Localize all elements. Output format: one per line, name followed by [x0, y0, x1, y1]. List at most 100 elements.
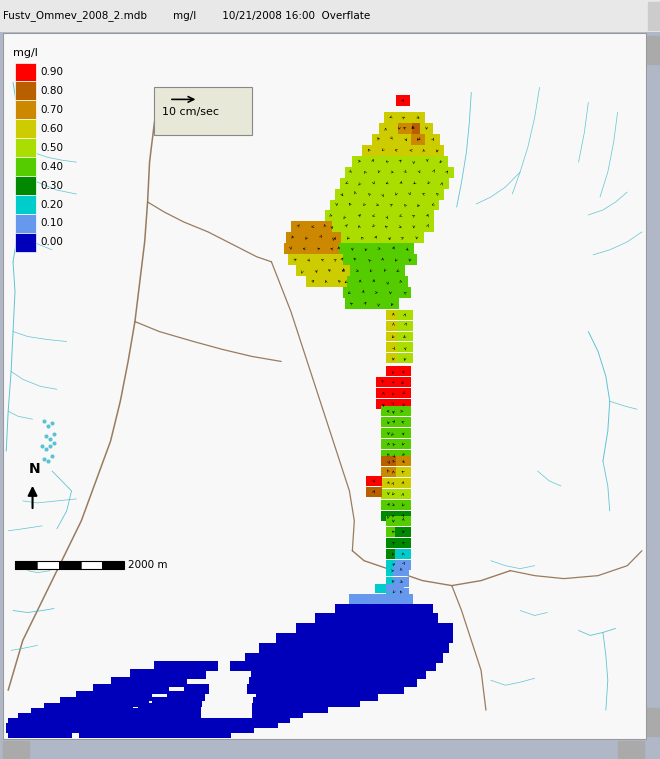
Bar	[108, 703, 120, 713]
Bar	[163, 708, 176, 718]
Bar	[241, 723, 254, 733]
Bar	[325, 677, 338, 687]
Bar	[393, 222, 407, 232]
Bar	[391, 684, 404, 694]
Bar	[150, 713, 163, 723]
Bar	[385, 577, 401, 587]
Bar	[15, 176, 36, 195]
Bar	[376, 677, 389, 687]
Bar	[15, 214, 36, 233]
Bar	[218, 728, 232, 738]
Bar	[189, 718, 202, 728]
Bar	[143, 669, 155, 679]
Bar	[337, 266, 350, 276]
Bar	[161, 677, 174, 687]
Bar	[372, 653, 385, 663]
Bar	[329, 698, 342, 707]
Bar	[344, 200, 357, 210]
Bar	[265, 708, 277, 718]
Bar	[177, 718, 189, 728]
Bar	[281, 691, 294, 701]
Bar	[56, 708, 69, 718]
Bar	[206, 728, 218, 738]
Bar	[15, 561, 124, 568]
Bar	[44, 708, 56, 718]
Bar	[647, 708, 659, 736]
Bar	[397, 342, 412, 352]
Bar	[361, 684, 374, 694]
Bar	[127, 691, 140, 701]
Bar	[249, 677, 261, 687]
Bar	[178, 723, 191, 733]
Bar	[288, 254, 302, 266]
Bar	[420, 156, 434, 167]
Bar	[416, 145, 430, 156]
Bar	[127, 723, 140, 733]
Bar	[395, 559, 411, 570]
Bar	[265, 703, 277, 713]
Bar	[95, 703, 108, 713]
Bar	[30, 708, 44, 718]
Bar	[269, 691, 281, 701]
Bar	[408, 178, 422, 188]
Bar	[385, 489, 401, 499]
Bar	[79, 728, 92, 738]
Bar	[298, 244, 312, 254]
Bar	[92, 728, 105, 738]
Bar	[34, 728, 46, 738]
Bar	[385, 511, 401, 521]
Bar	[381, 439, 396, 449]
Bar	[353, 613, 366, 623]
Bar	[391, 677, 404, 687]
Bar	[385, 587, 401, 597]
Bar	[289, 634, 302, 644]
Bar	[255, 661, 267, 671]
Bar	[94, 713, 107, 723]
Bar	[400, 594, 412, 603]
Bar	[143, 728, 155, 738]
Bar	[98, 698, 110, 707]
Bar	[376, 389, 391, 398]
Bar	[296, 653, 308, 663]
Bar	[362, 254, 376, 266]
Bar	[139, 718, 152, 728]
Bar	[407, 156, 420, 167]
Bar	[304, 222, 318, 232]
Bar	[310, 644, 322, 653]
Text: 2000 m: 2000 m	[128, 559, 168, 570]
Bar	[403, 188, 416, 200]
Bar	[165, 723, 178, 733]
Bar	[391, 613, 404, 623]
Bar	[329, 254, 343, 266]
Bar	[193, 661, 205, 671]
Bar	[385, 565, 401, 575]
Bar	[365, 634, 378, 644]
Bar	[424, 661, 436, 671]
Bar	[114, 723, 127, 733]
Bar	[344, 661, 356, 671]
Bar	[403, 145, 416, 156]
Bar	[110, 698, 123, 707]
Bar	[126, 718, 139, 728]
Bar	[15, 195, 36, 214]
Bar	[304, 698, 316, 707]
Bar	[15, 81, 36, 100]
Bar	[365, 669, 378, 679]
Bar	[365, 691, 378, 701]
Bar	[385, 456, 401, 466]
Bar	[150, 703, 163, 713]
Bar	[410, 232, 424, 244]
Bar	[261, 677, 275, 687]
Bar	[369, 232, 383, 244]
Bar	[56, 713, 69, 723]
Bar	[352, 669, 365, 679]
Bar	[412, 200, 426, 210]
Bar	[648, 2, 660, 30]
Bar	[275, 677, 287, 687]
Bar	[130, 669, 143, 679]
Bar	[284, 644, 297, 653]
Bar	[290, 708, 303, 718]
Bar	[393, 210, 407, 222]
Bar	[435, 178, 449, 188]
Bar	[347, 698, 360, 707]
